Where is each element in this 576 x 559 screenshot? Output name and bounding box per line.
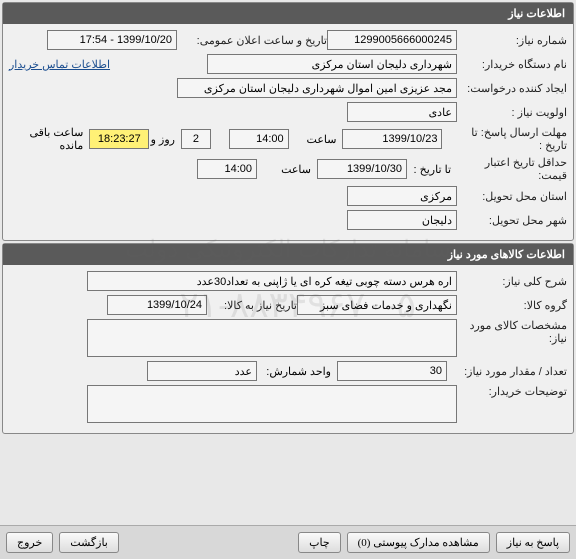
label-goods-spec: مشخصات کالای مورد نیاز:	[457, 319, 567, 345]
field-countdown	[89, 129, 149, 149]
label-requester: ایجاد کننده درخواست:	[457, 82, 567, 95]
field-deadline-date	[342, 129, 442, 149]
field-city	[347, 210, 457, 230]
label-province: استان محل تحویل:	[457, 190, 567, 203]
label-deadline: مهلت ارسال پاسخ: تا تاریخ :	[442, 126, 567, 152]
label-days: روز و	[149, 133, 181, 146]
link-contact[interactable]: اطلاعات تماس خریدار	[9, 58, 110, 71]
label-announce: تاریخ و ساعت اعلان عمومی:	[177, 34, 327, 47]
field-unit	[147, 361, 257, 381]
label-time2: ساعت	[257, 163, 317, 176]
section-need-info: اطلاعات نیاز شماره نیاز: تاریخ و ساعت اع…	[2, 2, 574, 241]
label-until: تا تاریخ :	[407, 163, 457, 176]
label-buyer-org: نام دستگاه خریدار:	[457, 58, 567, 71]
label-need-no: شماره نیاز:	[457, 34, 567, 47]
print-button[interactable]: چاپ	[298, 532, 341, 553]
field-validity-date	[317, 159, 407, 179]
label-need-date: تاریخ نیاز به کالا:	[207, 299, 297, 312]
label-time1: ساعت	[289, 133, 343, 146]
field-goods-group	[297, 295, 457, 315]
toolbar: پاسخ به نیاز مشاهده مدارک پیوستی (0) چاپ…	[0, 525, 576, 559]
section-header-need: اطلاعات نیاز	[3, 3, 573, 24]
label-qty: تعداد / مقدار مورد نیاز:	[447, 365, 567, 378]
field-need-no	[327, 30, 457, 50]
section-goods-info: اطلاعات کالاهای مورد نیاز شرح کلی نیاز: …	[2, 243, 574, 434]
back-button[interactable]: بازگشت	[59, 532, 119, 553]
btn-label-attach: مشاهده مدارک پیوستی (0)	[358, 536, 479, 549]
label-city: شهر محل تحویل:	[457, 214, 567, 227]
field-province	[347, 186, 457, 206]
field-requester	[177, 78, 457, 98]
field-validity-time	[197, 159, 257, 179]
btn-label-back: بازگشت	[70, 536, 108, 549]
attachments-button[interactable]: مشاهده مدارک پیوستی (0)	[347, 532, 490, 553]
label-unit: واحد شمارش:	[257, 365, 337, 378]
field-desc	[87, 271, 457, 291]
btn-label-reply: پاسخ به نیاز	[507, 536, 559, 549]
field-announce	[47, 30, 177, 50]
field-goods-spec	[87, 319, 457, 357]
label-buyer-notes: توضیحات خریدار:	[457, 385, 567, 398]
label-remain: ساعت باقی مانده	[9, 126, 89, 152]
reply-button[interactable]: پاسخ به نیاز	[496, 532, 570, 553]
field-need-date	[107, 295, 207, 315]
label-desc: شرح کلی نیاز:	[457, 275, 567, 288]
field-deadline-time	[229, 129, 289, 149]
label-goods-group: گروه کالا:	[457, 299, 567, 312]
field-buyer-org	[207, 54, 457, 74]
section-header-goods: اطلاعات کالاهای مورد نیاز	[3, 244, 573, 265]
field-buyer-notes	[87, 385, 457, 423]
label-validity: حداقل تاریخ اعتبار قیمت:	[457, 156, 567, 182]
btn-label-exit: خروج	[17, 536, 42, 549]
field-days	[181, 129, 211, 149]
field-qty	[337, 361, 447, 381]
exit-button[interactable]: خروج	[6, 532, 53, 553]
field-priority	[347, 102, 457, 122]
btn-label-print: چاپ	[309, 536, 330, 549]
label-priority: اولویت نیاز :	[457, 106, 567, 119]
